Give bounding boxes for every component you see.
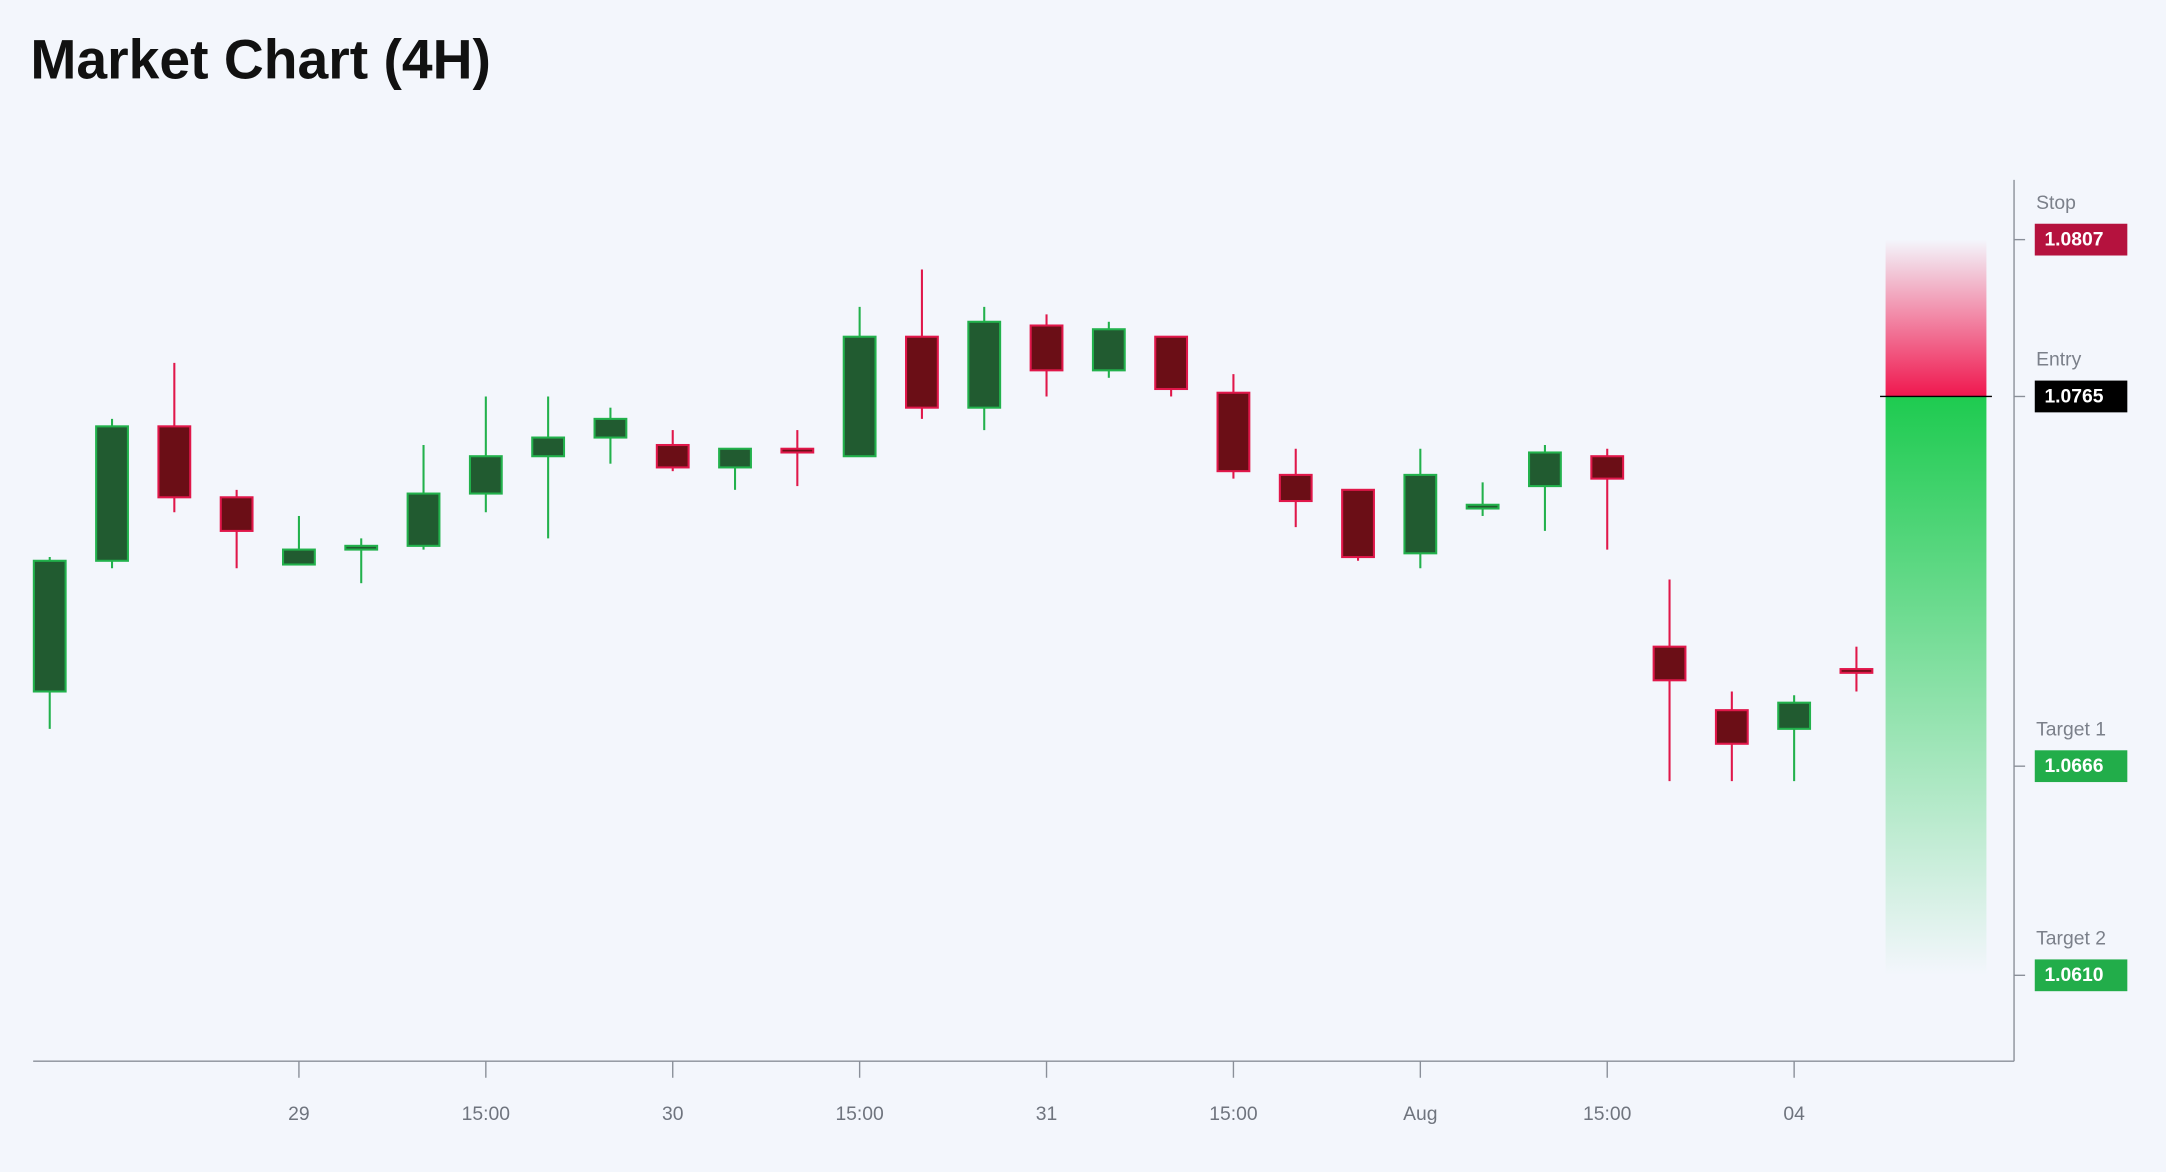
x-tick-label: 29 [288, 1104, 310, 1125]
candle-body [1465, 503, 1500, 510]
candle-body [282, 548, 316, 566]
candle-body [1341, 488, 1375, 559]
level-value: 1.0666 [2044, 756, 2103, 777]
level-badge [2034, 380, 2128, 413]
candle-body [157, 425, 192, 499]
candle-body [1652, 645, 1687, 682]
candle-body [468, 455, 503, 495]
candle-body [1839, 668, 1874, 674]
candle-body [406, 492, 441, 547]
candle-body [1154, 335, 1189, 391]
x-tick-label: 31 [1036, 1104, 1057, 1125]
x-tick-label: 04 [1783, 1104, 1805, 1125]
x-tick-label: 15:00 [835, 1104, 883, 1125]
level-name: Target 2 [2036, 928, 2106, 949]
chart-title: Market Chart (4H) [30, 28, 491, 90]
level-badge [2034, 750, 2128, 783]
candle-body [967, 320, 1002, 409]
candle-body [1528, 451, 1562, 488]
x-tick-label: 15:00 [1209, 1104, 1257, 1125]
candle-body [1714, 709, 1749, 745]
candle-body [1278, 473, 1313, 503]
x-tick-label: 30 [662, 1104, 684, 1125]
candle-body [219, 496, 254, 532]
level-value: 1.0807 [2044, 229, 2103, 250]
x-tick-label: Aug [1403, 1104, 1437, 1125]
level-badge [2034, 223, 2128, 256]
candle-body [905, 335, 939, 409]
candle-body [1777, 701, 1812, 730]
candle-body [593, 417, 628, 439]
candle-body [344, 544, 379, 551]
target-zone [1885, 396, 1987, 976]
level-value: 1.0610 [2044, 965, 2103, 986]
level-badge [2034, 959, 2128, 992]
candle-body [1403, 473, 1438, 555]
level-name: Target 1 [2036, 719, 2106, 740]
x-tick-label: 15:00 [462, 1104, 510, 1125]
candle-body [95, 425, 129, 562]
candle-body [718, 447, 752, 469]
candle-body [1590, 455, 1625, 480]
candle-body [655, 443, 690, 469]
candle-body [842, 335, 877, 458]
candle-body [780, 447, 815, 454]
level-name: Stop [2036, 193, 2076, 214]
candle-body [1091, 328, 1126, 372]
candle-body [1029, 324, 1064, 372]
candle-body [1216, 391, 1251, 473]
candle-body [32, 559, 67, 693]
stop-zone [1885, 239, 1987, 397]
x-tick-label: 15:00 [1583, 1104, 1631, 1125]
level-value: 1.0765 [2044, 386, 2103, 407]
level-name: Entry [2036, 350, 2081, 371]
candle-body [531, 436, 566, 458]
